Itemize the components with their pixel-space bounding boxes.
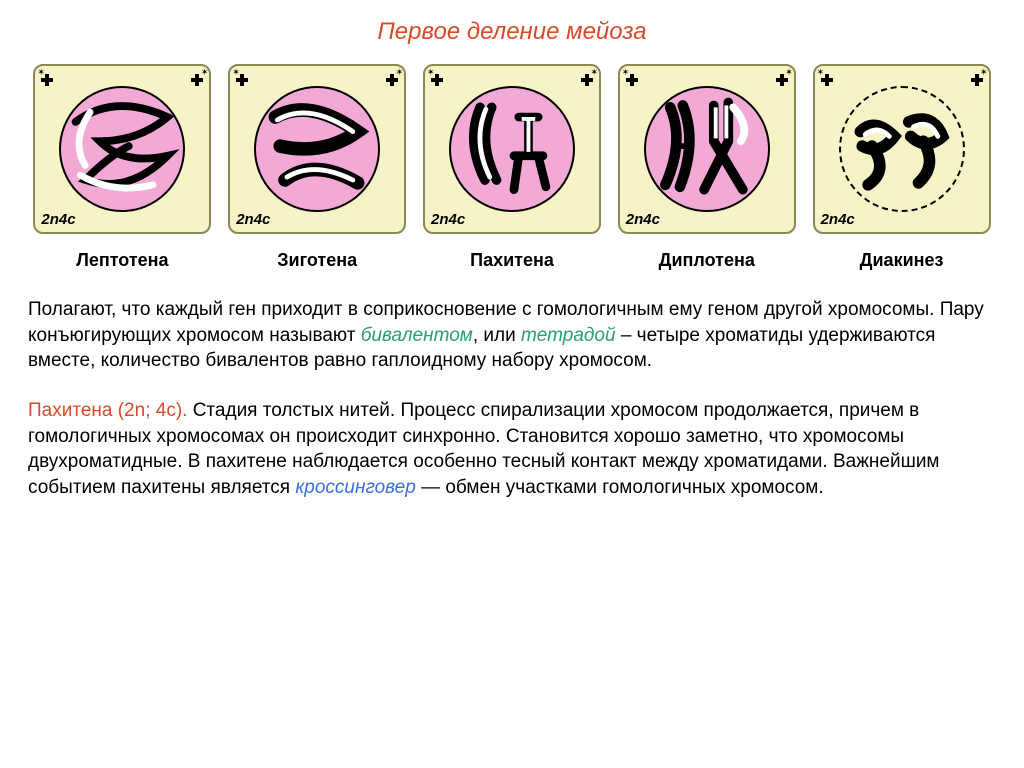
centrosome-icon [819, 72, 835, 88]
centrosome-icon [969, 72, 985, 88]
chromatin-icon [646, 88, 768, 210]
frame-leptotene: ✶ ✶ 2n4c [33, 64, 211, 234]
ploidy-label: 2n4c [41, 211, 75, 228]
frame-zygotene: ✶ ✶ 2n4c [228, 64, 406, 234]
panel-pachytene: ✶ ✶ 2n4c [418, 64, 607, 234]
chromatin-icon [256, 88, 378, 210]
centrosome-icon [579, 72, 595, 88]
paragraph-bivalent: Полагают, что каждый ген приходит в сопр… [28, 297, 996, 374]
page-title: Первое деление мейоза [28, 18, 996, 46]
panel-leptotene: ✶ ✶ 2n4c [28, 64, 217, 234]
stages-row: ✶ ✶ 2n4c ✶ ✶ [28, 64, 996, 234]
centrosome-icon [189, 72, 205, 88]
chromatin-icon [61, 88, 183, 210]
label-diakinesis: Диакинез [807, 250, 996, 271]
stage-labels-row: Лептотена Зиготена Пахитена Диплотена Ди… [28, 242, 996, 271]
panel-diplotene: ✶ ✶ 2n4c [612, 64, 801, 234]
centrosome-icon [384, 72, 400, 88]
cell-circle [449, 86, 575, 212]
centrosome-icon [234, 72, 250, 88]
panel-diakinesis: ✶ ✶ 2n4c [807, 64, 996, 234]
frame-diakinesis: ✶ ✶ 2n4c [813, 64, 991, 234]
label-pachytene: Пахитена [418, 250, 607, 271]
ploidy-label: 2n4c [626, 211, 660, 228]
ploidy-label: 2n4c [431, 211, 465, 228]
frame-pachytene: ✶ ✶ 2n4c [423, 64, 601, 234]
chromatin-icon [841, 88, 963, 210]
label-diplotene: Диплотена [612, 250, 801, 271]
centrosome-icon [624, 72, 640, 88]
centrosome-icon [774, 72, 790, 88]
ploidy-label: 2n4c [821, 211, 855, 228]
paragraph-pachytene: Пахитена (2n; 4c). Стадия толстых нитей.… [28, 398, 996, 501]
label-leptotene: Лептотена [28, 250, 217, 271]
cell-circle [254, 86, 380, 212]
label-zygotene: Зиготена [223, 250, 412, 271]
centrosome-icon [39, 72, 55, 88]
cell-circle [839, 86, 965, 212]
panel-zygotene: ✶ ✶ 2n4c [223, 64, 412, 234]
cell-circle [59, 86, 185, 212]
centrosome-icon [429, 72, 445, 88]
cell-circle [644, 86, 770, 212]
ploidy-label: 2n4c [236, 211, 270, 228]
frame-diplotene: ✶ ✶ 2n4c [618, 64, 796, 234]
chromatin-icon [451, 88, 573, 210]
